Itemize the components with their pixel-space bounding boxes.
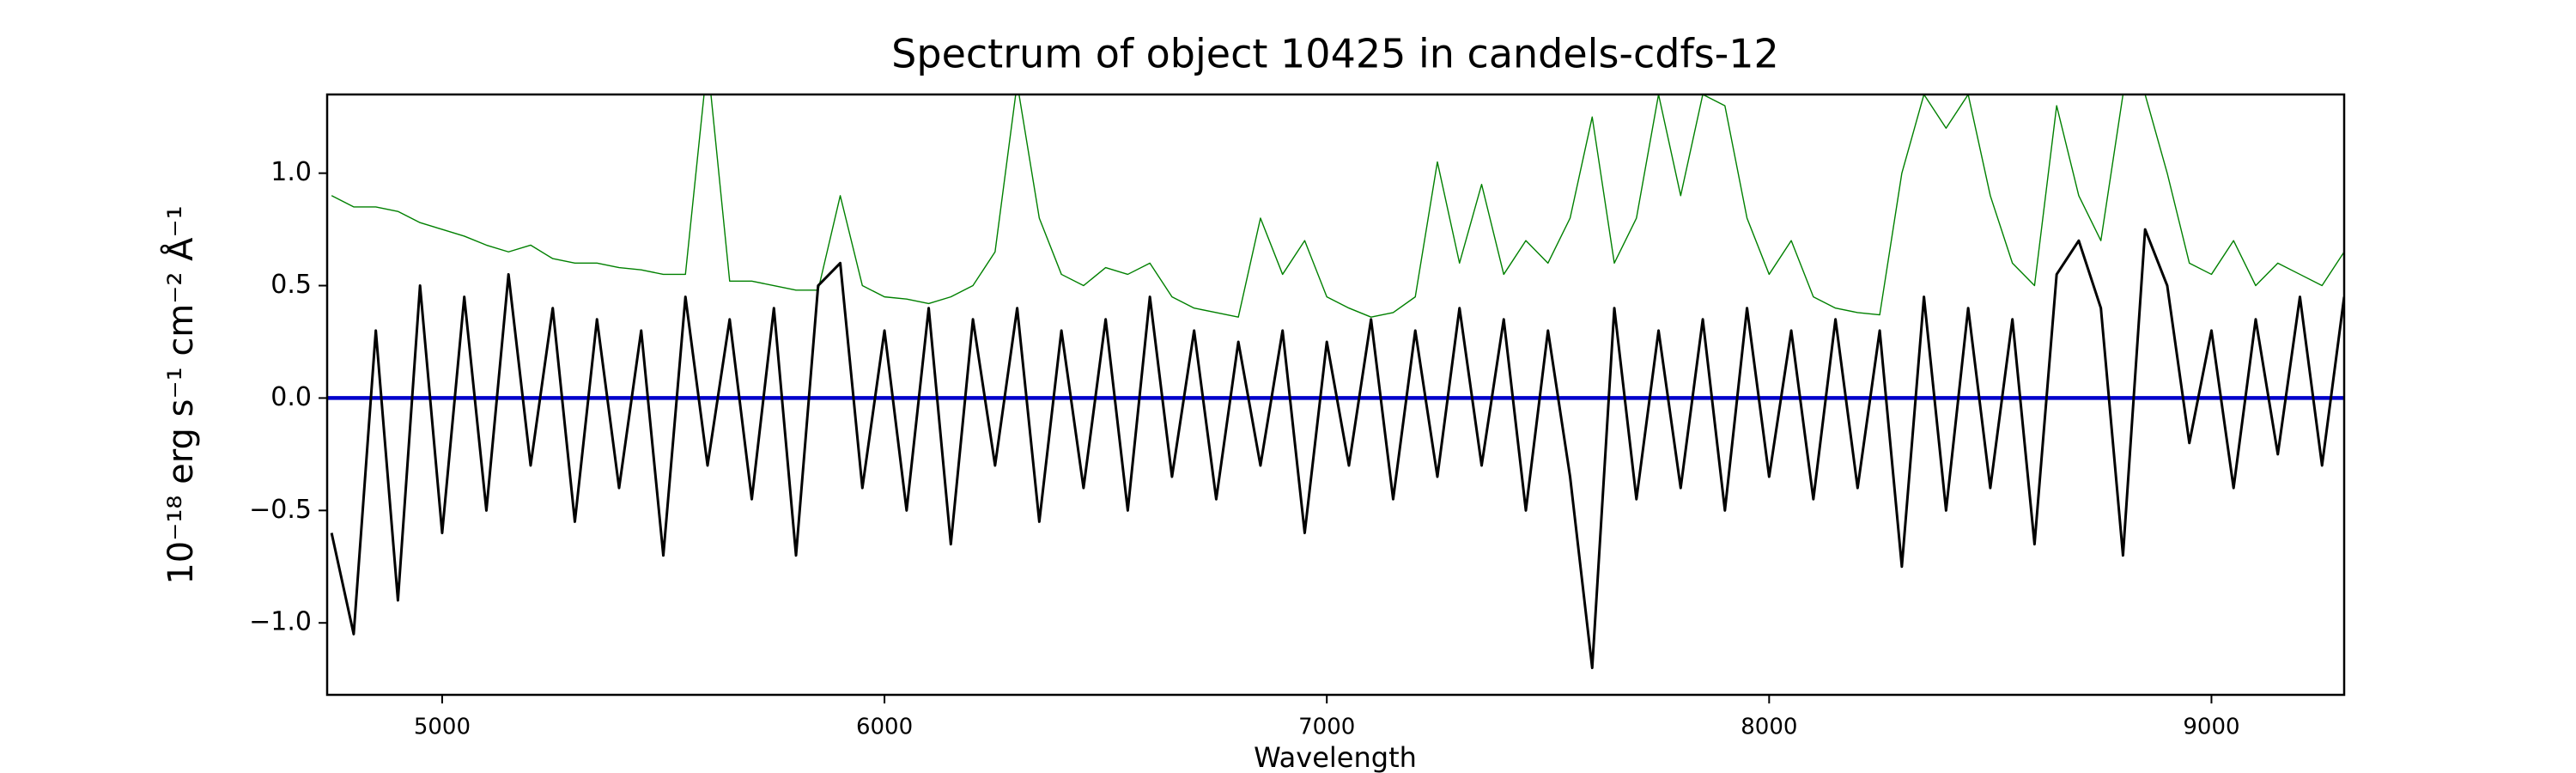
y-axis-label: 10⁻¹⁸ erg s⁻¹ cm⁻² Å⁻¹ bbox=[160, 205, 201, 584]
x-tick-label: 8000 bbox=[1741, 715, 1797, 740]
spectrum-line bbox=[331, 94, 2344, 318]
y-tick-label: 0.0 bbox=[270, 382, 312, 412]
chart-title: Spectrum of object 10425 in candels-cdfs… bbox=[891, 31, 1779, 77]
x-tick-label: 6000 bbox=[856, 715, 913, 740]
y-tick-label: 0.5 bbox=[270, 270, 312, 300]
x-axis-label: Wavelength bbox=[1254, 741, 1417, 773]
y-tick-label: −1.0 bbox=[249, 607, 312, 637]
x-tick-label: 9000 bbox=[2183, 715, 2239, 740]
axes-frame bbox=[325, 93, 2346, 697]
x-tick-label: 7000 bbox=[1298, 715, 1355, 740]
spectrum-line bbox=[330, 228, 2344, 670]
plot-area bbox=[327, 94, 2344, 670]
y-tick-label: −0.5 bbox=[249, 495, 312, 525]
y-tick-label: 1.0 bbox=[270, 157, 312, 187]
x-tick-label: 5000 bbox=[414, 715, 471, 740]
